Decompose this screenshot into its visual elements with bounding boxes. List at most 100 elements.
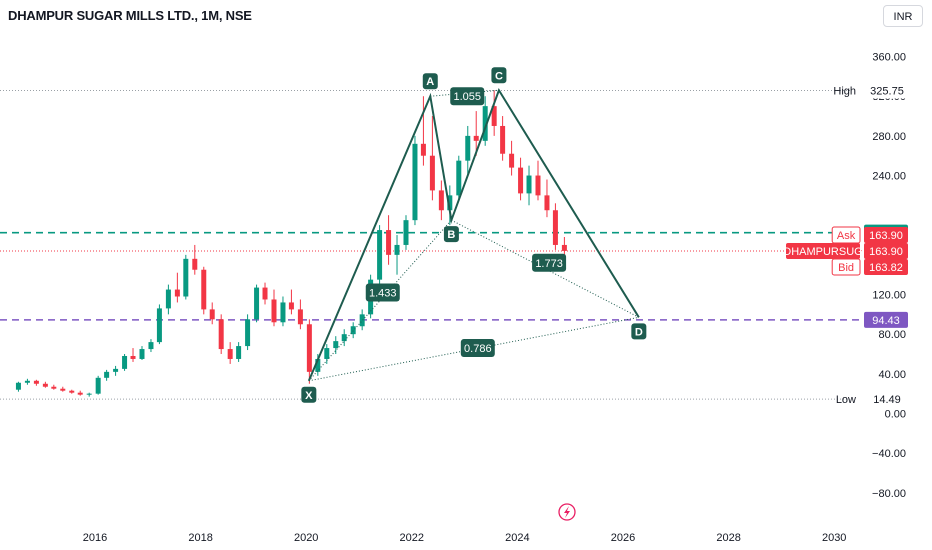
candle-body [544, 195, 550, 211]
candle-body [209, 309, 215, 320]
candle-body [15, 382, 21, 390]
price-tags: High325.75Low14.49182.3894.43Ask163.90DH… [783, 82, 908, 408]
candle-body [201, 269, 207, 310]
price-tag-level_purple-value: 94.43 [872, 315, 900, 327]
candle-body [324, 348, 330, 359]
candles [15, 90, 567, 397]
pattern-legs [307, 87, 640, 382]
candle-body [491, 106, 497, 126]
ratio-label: 0.786 [464, 343, 492, 355]
candle-body [280, 302, 286, 323]
candle-body [60, 388, 66, 391]
candle-body [297, 309, 303, 325]
candle-body [104, 371, 110, 378]
price-tag-last-value-bg [864, 242, 908, 259]
ratio-badge [460, 339, 495, 358]
price-tag-ask-value: 163.90 [869, 230, 903, 242]
x-tick-label: 2022 [400, 532, 424, 544]
price-tag-high: High 325.75 [833, 82, 908, 99]
candle-body [306, 324, 312, 372]
y-tick-label: 240.00 [872, 171, 906, 183]
pattern-point-x-badge [301, 386, 317, 403]
x-tick-label: 2028 [716, 532, 740, 544]
pattern-point-c-badge [491, 67, 507, 84]
pattern-point-d-badge [631, 323, 647, 340]
candle-body [526, 175, 532, 194]
candle-body [77, 392, 83, 395]
candle-body [500, 125, 506, 154]
price-tag-ask-label: Ask [837, 230, 856, 242]
y-tick-label: 280.00 [872, 131, 906, 143]
candle-body [394, 244, 400, 255]
currency-button[interactable]: INR [883, 5, 923, 27]
candle-body [359, 314, 365, 327]
candle-body [218, 319, 224, 350]
candle-body [315, 358, 321, 372]
candle-body [333, 341, 339, 349]
pattern-ratio-line [430, 89, 499, 97]
y-tick-label: −40.00 [872, 448, 906, 460]
pattern-point-d-label: D [635, 326, 643, 338]
candle-body [130, 355, 136, 359]
y-tick-label: 360.00 [872, 52, 906, 64]
price-tag-ask: Ask 163.90 [831, 226, 908, 244]
ratio-badge [450, 87, 485, 106]
candle-body [288, 302, 294, 310]
candle-body [412, 143, 418, 221]
x-tick-label: 2016 [83, 532, 107, 544]
time-axis: 2016 2018 2020 2022 2024 2026 2028 2030 [83, 532, 847, 544]
price-tag-low: Low 14.49 [836, 391, 908, 408]
price-tag-bid-value-bg [864, 258, 908, 275]
candle-body [122, 355, 128, 369]
price-tag-bid: Bid 163.82 [831, 258, 908, 276]
candle-body [165, 289, 171, 309]
x-tick-label: 2024 [505, 532, 529, 544]
candle-body [509, 153, 515, 168]
price-tag-high-label: High [833, 86, 856, 98]
candle-body [535, 175, 541, 196]
x-tick-label: 2020 [294, 532, 318, 544]
price-tag-last-label-bg [786, 242, 860, 259]
price-tag-ask-value-bg [864, 226, 908, 243]
price-tag-bid-label-bg [831, 258, 861, 276]
x-tick-label: 2018 [188, 532, 212, 544]
y-tick-label: 0.00 [885, 409, 906, 421]
xabcd-pattern: X A B C D 1.055 1.433 1.773 0.786 [301, 67, 647, 403]
candle-body [438, 190, 444, 211]
candle-body [465, 135, 471, 161]
candle-body [341, 334, 347, 342]
candle-body [33, 380, 39, 384]
candle-body [139, 349, 145, 359]
candle-body [429, 155, 435, 191]
price-tag-high-bg [850, 82, 908, 99]
candle-body [42, 383, 48, 387]
pattern-point-a-badge [422, 73, 438, 90]
candle-body [561, 244, 567, 251]
pattern-point-b-badge [443, 226, 459, 243]
ratio-label: 1.433 [369, 288, 397, 300]
ratio-badge [532, 253, 567, 272]
lightning-icon[interactable] [558, 503, 576, 521]
candle-body [552, 210, 558, 245]
price-tag-level_purple-value-bg [864, 311, 908, 328]
y-tick-label: 40.00 [878, 369, 906, 381]
pattern-point-a-label: A [426, 76, 434, 88]
chart-grid [0, 90, 862, 400]
candle-body [24, 380, 30, 383]
y-tick-label: 80.00 [878, 329, 906, 341]
candle-body [227, 349, 233, 359]
pattern-point-b-label: B [447, 229, 455, 241]
price-tag-last: DHAMPURSUG 163.90 [783, 242, 908, 259]
candle-body [482, 106, 488, 141]
candle-body [350, 326, 356, 335]
lightning-icon-bolt [564, 506, 570, 518]
candle-body [86, 393, 92, 395]
candle-body [148, 342, 154, 350]
price-tag-bid-value: 163.82 [869, 262, 903, 274]
ratio-label: 1.773 [535, 258, 563, 270]
price-tag-bid-label: Bid [838, 262, 854, 274]
price-tag-level_purple: 94.43 [864, 311, 908, 328]
candle-body [192, 258, 198, 270]
price-axis: 360.00320.00280.00240.00160.00120.0080.0… [872, 52, 906, 500]
